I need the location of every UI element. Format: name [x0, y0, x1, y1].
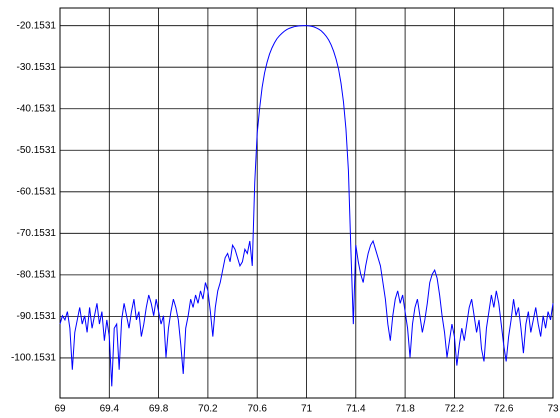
y-tick-label: -100.1531	[11, 353, 56, 364]
x-tick-label: 69.8	[149, 404, 169, 415]
x-tick-label: 70.2	[198, 404, 218, 415]
y-tick-label: -60.1531	[17, 186, 57, 197]
y-tick-label: -90.1531	[17, 311, 57, 322]
y-tick-label: -80.1531	[17, 270, 57, 281]
x-tick-label: 72.6	[494, 404, 514, 415]
x-tick-label: 71.8	[395, 404, 415, 415]
y-tick-label: -20.1531	[17, 20, 57, 31]
x-tick-label: 71	[301, 404, 313, 415]
y-tick-label: -50.1531	[17, 145, 57, 156]
x-tick-label: 69	[54, 404, 66, 415]
x-tick-label: 70.6	[247, 404, 267, 415]
x-tick-label: 73	[547, 404, 559, 415]
x-tick-label: 69.4	[100, 404, 120, 415]
spectrum-line	[59, 25, 554, 387]
y-tick-label: -40.1531	[17, 103, 57, 114]
x-tick-label: 72.2	[445, 404, 465, 415]
x-tick-label: 71.4	[346, 404, 366, 415]
y-tick-label: -70.1531	[17, 228, 57, 239]
y-tick-label: -30.1531	[17, 62, 57, 73]
